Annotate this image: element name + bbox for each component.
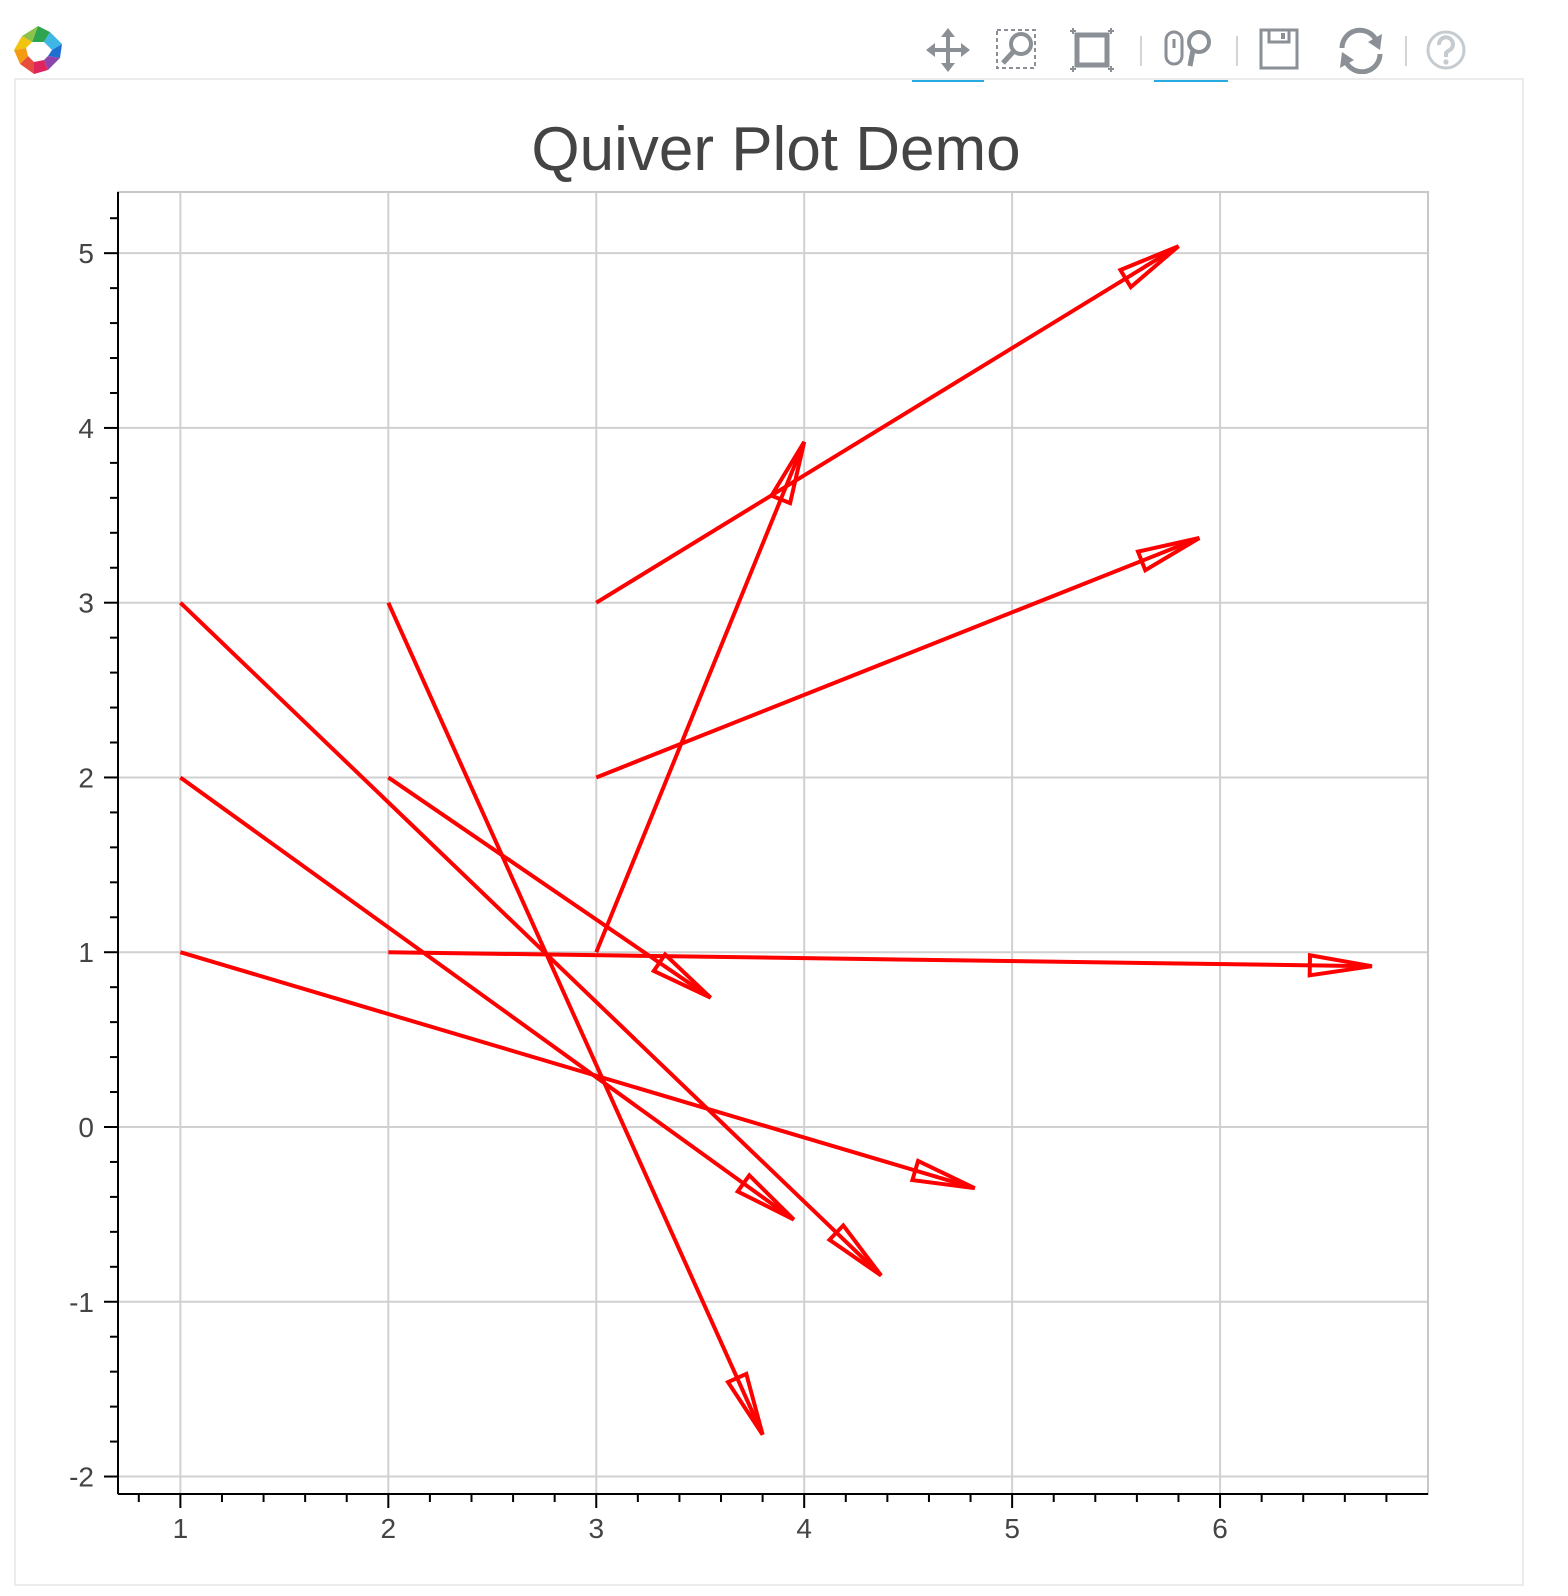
quiver-arrow [179,950,976,1191]
arrow-shaft [595,536,1201,780]
x-tick-label: 4 [796,1513,812,1544]
quiver-arrow [594,440,807,953]
bokeh-logo-icon [14,26,62,74]
box-zoom-icon [996,29,1036,69]
quiver-arrow [595,244,1180,605]
y-tick-label: 4 [78,413,94,444]
help-icon [1426,30,1466,70]
y-tick-label: 1 [78,937,94,968]
plot-frame [14,78,1524,1586]
box-select-icon [1070,28,1114,72]
y-tick-label: -1 [69,1287,94,1318]
reset-icon [1339,27,1383,74]
x-tick-label: 1 [173,1513,189,1544]
y-tick-label: -2 [69,1462,94,1493]
toolbar-separator [1140,36,1142,66]
wheel-zoom-tool[interactable] [1154,18,1228,82]
arrow-head [768,440,807,506]
quiver-arrow [387,775,712,1000]
toolbar-separator [1236,36,1238,66]
y-tick-label: 5 [78,238,94,269]
quiver-arrow [179,775,796,1222]
wheel-zoom-icon [1164,30,1211,67]
chart-title: Quiver Plot Demo [531,115,1020,184]
arrow-head [1135,536,1201,574]
arrow-head [725,1371,765,1436]
arrow-head [734,1172,796,1222]
arrow-head [650,951,712,1000]
pan-icon [926,28,970,72]
axes: 1 2 3 4 5 6 -2 -1 0 1 2 3 4 5 [69,192,1428,1544]
plot-area-outline [117,191,1429,1495]
arrow-shaft [179,950,976,1191]
y-tick-label: 0 [78,1112,94,1143]
help-tool[interactable] [1416,18,1472,82]
pan-tool[interactable] [912,18,984,82]
arrow-shaft [595,244,1180,605]
quiver-arrow [178,601,883,1278]
arrow-shaft [387,775,712,1000]
box-zoom-tool[interactable] [986,18,1046,82]
save-tool[interactable] [1248,18,1308,82]
quiver-arrow [595,536,1201,780]
arrow-shaft [179,775,795,1222]
quiver-arrow [388,950,1373,978]
x-tick-label: 5 [1004,1513,1020,1544]
x-tick-label: 3 [588,1513,604,1544]
y-tick-label: 3 [78,588,94,619]
arrow-shaft [178,601,883,1277]
grid [118,192,1428,1494]
arrow-head [826,1222,883,1278]
y-tick-label: 2 [78,762,94,793]
arrow-head [1307,952,1373,978]
x-tick-label: 6 [1212,1513,1228,1544]
box-select-tool[interactable] [1060,18,1120,82]
bokeh-logo[interactable] [10,22,66,78]
arrow-shaft [386,601,765,1436]
arrow-shaft [594,441,807,953]
arrows [178,244,1373,1436]
arrow-head [1117,244,1180,291]
quiver-arrow [386,601,765,1436]
arrow-head [909,1158,976,1191]
x-tick-label: 2 [381,1513,397,1544]
arrow-shaft [388,950,1372,969]
save-icon [1259,28,1299,70]
toolbar-separator [1405,36,1407,66]
reset-tool[interactable] [1326,18,1386,82]
